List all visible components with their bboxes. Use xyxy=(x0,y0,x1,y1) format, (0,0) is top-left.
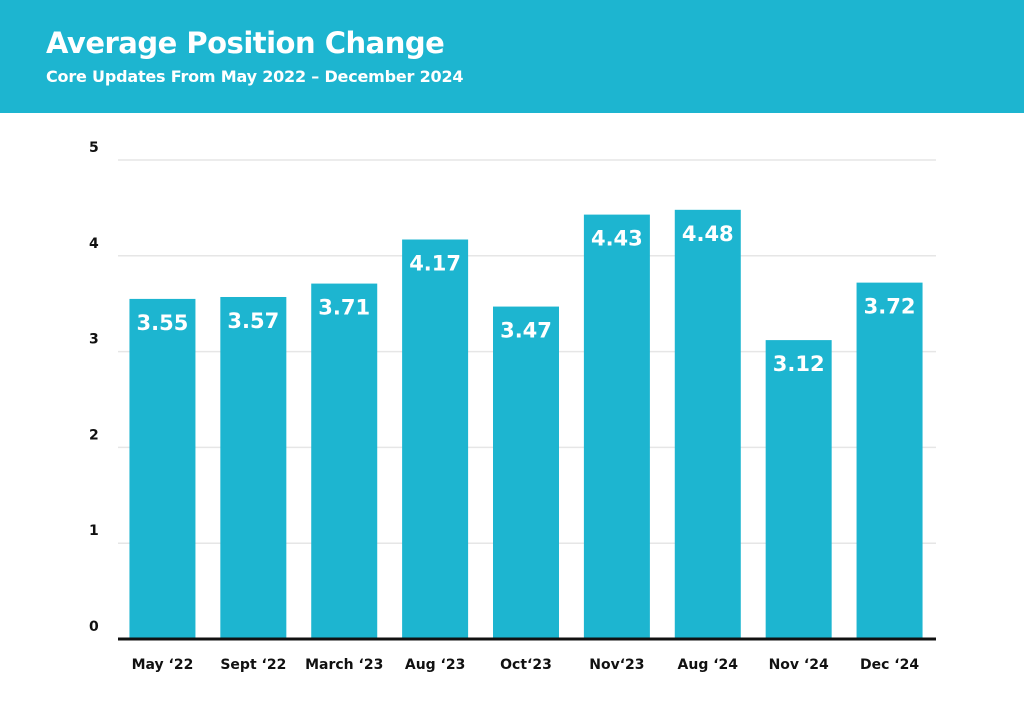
x-category-label: Aug ‘23 xyxy=(405,657,466,673)
bar-value-label: 3.57 xyxy=(227,309,279,333)
x-category-label: May ‘22 xyxy=(132,657,194,673)
y-tick-label: 0 xyxy=(89,619,99,635)
bar-5 xyxy=(493,306,559,639)
x-category-label: Oct‘23 xyxy=(500,657,552,673)
y-tick-label: 1 xyxy=(89,523,99,539)
y-tick-label: 5 xyxy=(89,140,99,156)
bar-7 xyxy=(674,209,741,639)
bar-9 xyxy=(856,282,923,639)
bar-value-label: 4.48 xyxy=(682,222,734,246)
bar-value-label: 3.47 xyxy=(500,319,552,343)
bar-4 xyxy=(402,239,469,639)
bar-1 xyxy=(129,298,196,639)
bar-value-label: 3.55 xyxy=(137,311,189,335)
bar-6 xyxy=(583,214,650,639)
bar-8 xyxy=(765,340,832,639)
y-tick-label: 4 xyxy=(89,236,99,252)
y-tick-label: 3 xyxy=(89,332,99,348)
bar-value-label: 3.71 xyxy=(318,296,370,320)
x-category-label: Sept ‘22 xyxy=(220,657,286,673)
chart-title: Average Position Change xyxy=(46,26,445,60)
chart-subtitle: Core Updates From May 2022 – December 20… xyxy=(46,67,464,86)
bar-value-label: 3.12 xyxy=(773,352,825,376)
chart-header: Average Position Change Core Updates Fro… xyxy=(0,0,1024,113)
x-category-label: Dec ‘24 xyxy=(860,657,919,673)
bar-2 xyxy=(220,296,287,639)
bar-3 xyxy=(311,283,378,639)
x-category-label: March ‘23 xyxy=(305,657,383,673)
x-category-label: Nov ‘24 xyxy=(769,657,829,673)
bar-value-label: 4.17 xyxy=(409,252,461,276)
bar-value-label: 3.72 xyxy=(864,295,916,319)
bar-value-label: 4.43 xyxy=(591,227,643,251)
x-category-label: Aug ‘24 xyxy=(678,657,739,673)
y-tick-label: 2 xyxy=(89,427,99,443)
bar-chart: 0 1 2 3 4 5 3.55 May ‘22 3.57 Sept ‘22 3.71 March ‘… xyxy=(89,140,936,673)
x-category-label: Nov‘23 xyxy=(589,657,644,673)
